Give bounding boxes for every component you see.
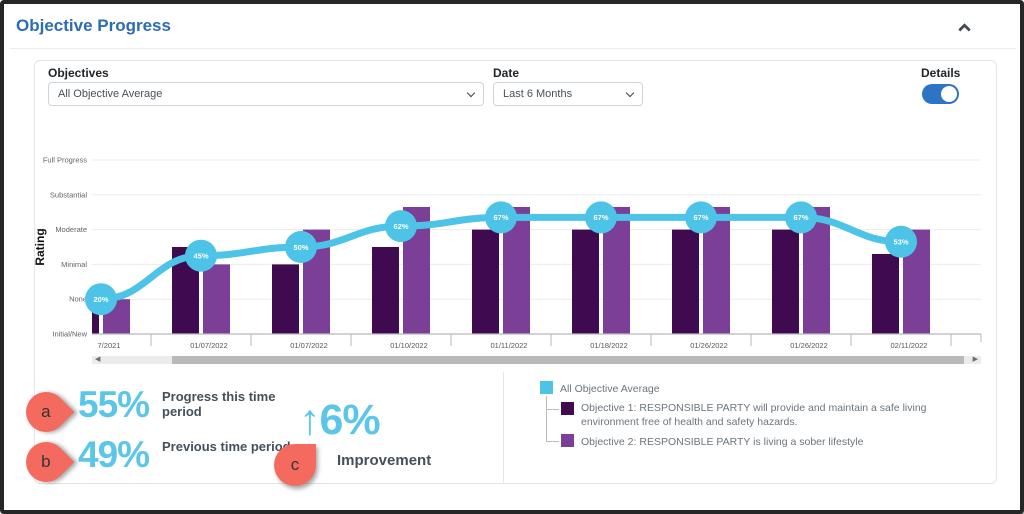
previous-period-value: 49% bbox=[78, 434, 150, 475]
svg-text:02/11/2022: 02/11/2022 bbox=[891, 341, 928, 350]
callout-pin-a-letter: a bbox=[41, 402, 51, 421]
callout-pin-c-letter: c bbox=[290, 455, 300, 474]
date-label: Date bbox=[493, 66, 520, 80]
toggle-knob bbox=[941, 86, 957, 102]
legend-label-average: All Objective Average bbox=[560, 383, 660, 395]
svg-text:67%: 67% bbox=[693, 213, 708, 222]
svg-text:01/18/2022: 01/18/2022 bbox=[590, 341, 628, 350]
scrollbar-thumb[interactable] bbox=[172, 356, 964, 364]
legend-swatch-objective-1 bbox=[561, 402, 574, 415]
page-title: Objective Progress bbox=[16, 16, 171, 35]
svg-text:50%: 50% bbox=[293, 243, 308, 252]
triangle-right-icon[interactable]: ▶ bbox=[972, 356, 978, 363]
svg-text:Initial/New: Initial/New bbox=[52, 330, 87, 339]
legend-label-objective-1: Objective 1: RESPONSIBLE PARTY will prov… bbox=[581, 402, 927, 429]
legend-tree-branch-line bbox=[546, 441, 559, 442]
improvement-label: Improvement bbox=[337, 452, 432, 469]
svg-text:01/11/2022: 01/11/2022 bbox=[491, 341, 528, 350]
title-divider bbox=[10, 48, 1016, 49]
svg-text:45%: 45% bbox=[193, 252, 208, 261]
svg-text:67%: 67% bbox=[593, 213, 608, 222]
legend-swatch-objective-2 bbox=[561, 434, 574, 447]
svg-text:62%: 62% bbox=[393, 222, 408, 231]
svg-text:Full Progress: Full Progress bbox=[43, 156, 87, 165]
legend-swatch-average bbox=[540, 381, 553, 394]
triangle-left-icon[interactable]: ◀ bbox=[95, 356, 101, 363]
svg-text:67%: 67% bbox=[493, 213, 508, 222]
svg-text:01/10/2022: 01/10/2022 bbox=[390, 341, 428, 350]
svg-text:01/26/2022: 01/26/2022 bbox=[790, 341, 828, 350]
svg-text:01/07/2022: 01/07/2022 bbox=[190, 341, 228, 350]
details-label: Details bbox=[921, 66, 961, 80]
svg-text:None: None bbox=[69, 295, 87, 304]
objectives-select[interactable]: All Objective Average bbox=[48, 82, 484, 106]
chart-horizontal-scrollbar[interactable]: ◀ ▶ bbox=[92, 356, 981, 364]
svg-text:20%: 20% bbox=[93, 295, 108, 304]
date-select[interactable]: Last 6 Months bbox=[493, 82, 643, 106]
details-toggle[interactable] bbox=[922, 84, 959, 104]
improvement-value: ↑6% bbox=[299, 396, 381, 444]
svg-text:01/26/2022: 01/26/2022 bbox=[690, 341, 728, 350]
callout-pin-c: c bbox=[274, 444, 316, 486]
previous-period-label: Previous time period bbox=[162, 439, 291, 454]
current-period-label: Progress this time period bbox=[162, 389, 276, 419]
legend-tree-vertical-line bbox=[546, 396, 547, 441]
svg-text:Moderate: Moderate bbox=[55, 225, 87, 234]
legend-label-objective-2: Objective 2: RESPONSIBLE PARTY is living… bbox=[581, 436, 864, 448]
svg-text:01/07/2022: 01/07/2022 bbox=[290, 341, 328, 350]
svg-text:Minimal: Minimal bbox=[61, 260, 87, 269]
svg-text:Rating: Rating bbox=[33, 228, 47, 265]
date-select-value: Last 6 Months bbox=[503, 88, 573, 100]
callout-pin-b-letter: b bbox=[41, 452, 51, 471]
objective-progress-chart: Initial/New None Minimal Moderate Substantia… bbox=[33, 156, 982, 350]
svg-text:Substantial: Substantial bbox=[50, 190, 87, 199]
objectives-select-value: All Objective Average bbox=[58, 88, 163, 100]
svg-text:53%: 53% bbox=[893, 238, 908, 247]
chart-panel bbox=[34, 60, 997, 484]
legend-tree-branch-line bbox=[546, 409, 559, 410]
stats-legend-divider bbox=[503, 372, 504, 484]
objectives-label: Objectives bbox=[48, 66, 109, 80]
current-period-value: 55% bbox=[78, 384, 150, 425]
svg-text:7/2021: 7/2021 bbox=[98, 341, 121, 350]
svg-text:67%: 67% bbox=[793, 213, 808, 222]
